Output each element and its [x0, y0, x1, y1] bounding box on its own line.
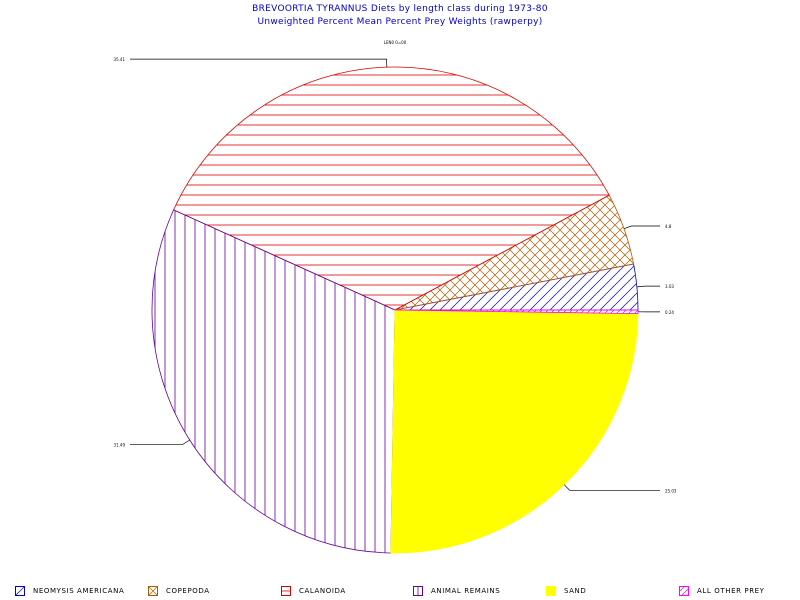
pie-slice-animal-remains — [151, 209, 396, 554]
legend-label-animal-remains: ANIMAL REMAINS — [431, 587, 501, 595]
length-class-label: LEN0 0=00 — [384, 40, 407, 45]
slice-value-label-calanoida: 35.41 — [114, 57, 126, 62]
legend-item-sand: SAND — [546, 584, 586, 598]
legend-item-neomysis-americana: NEOMYSIS AMERICANA — [15, 584, 124, 598]
legend-label-copepoda: COPEPODA — [166, 587, 210, 595]
slice-value-label-animal-remains: 31.49 — [114, 442, 126, 447]
slice-value-label-copepoda: 4.8 — [665, 224, 672, 229]
callout-line-animal-remains — [130, 439, 190, 445]
legend-swatch-sand — [546, 586, 556, 596]
legend-item-calanoida: CALANOIDA — [281, 584, 346, 598]
legend-swatch-calanoida — [281, 586, 291, 596]
legend-swatch-copepoda — [148, 586, 158, 596]
slice-value-label-neomysis-americana: 3.03 — [665, 284, 674, 289]
chart-title: BREVOORTIA TYRANNUS Diets by length clas… — [252, 4, 548, 14]
callout-line-copepoda — [623, 225, 660, 230]
legend-label-calanoida: CALANOIDA — [299, 587, 346, 595]
legend-swatch-animal-remains — [413, 586, 423, 596]
pie-slice-sand — [390, 309, 639, 554]
legend-label-all-other-prey: ALL OTHER PREY — [697, 587, 765, 595]
legend-label-sand: SAND — [564, 587, 587, 595]
pie-slice-all-other-prey — [394, 309, 639, 315]
legend: NEOMYSIS AMERICANA COPEPODA CALANOIDA ANIMA… — [0, 584, 800, 600]
callout-line-neomysis-americana — [636, 285, 660, 288]
slice-value-label-all-other-prey: 0.24 — [665, 310, 674, 315]
legend-item-copepoda: COPEPODA — [148, 584, 210, 598]
legend-swatch-neomysis-americana — [15, 586, 25, 596]
legend-item-all-other-prey: ALL OTHER PREY — [679, 584, 765, 598]
chart-subtitle: Unweighted Percent Mean Percent Prey Wei… — [257, 17, 543, 27]
callout-line-sand — [563, 484, 660, 491]
legend-item-animal-remains: ANIMAL REMAINS — [413, 584, 500, 598]
legend-label-neomysis-americana: NEOMYSIS AMERICANA — [33, 587, 125, 595]
slice-value-label-sand: 25.03 — [665, 488, 677, 493]
legend-swatch-all-other-prey — [679, 586, 689, 596]
callout-line-calanoida — [130, 58, 388, 68]
